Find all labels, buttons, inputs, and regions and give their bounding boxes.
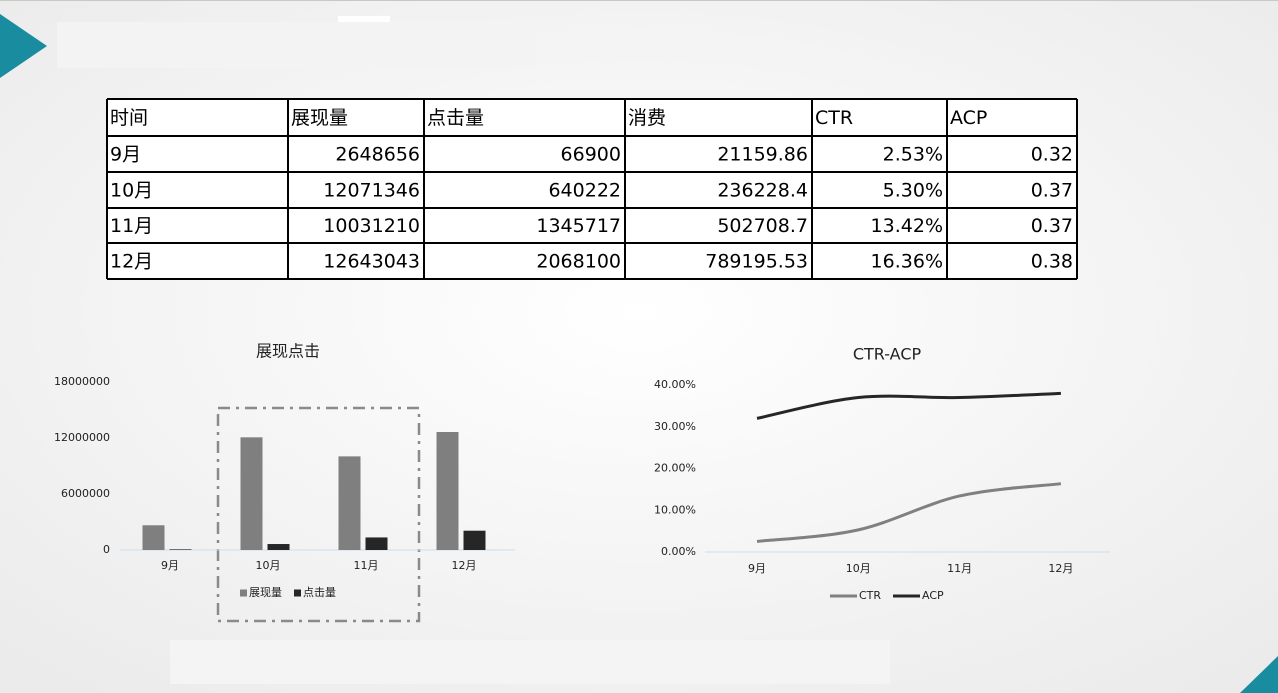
x-tick-label: 11月 (947, 562, 972, 575)
table-cell: 66900 (561, 144, 621, 166)
data-table: 时间 展现量 点击量 消费 CTR ACP 9月 2648656 66900 21159.86 2.… (106, 98, 1078, 280)
header-cell: 展现量 (291, 107, 348, 129)
bar (436, 431, 459, 550)
table-cell: 5.30% (883, 180, 943, 202)
y-tick-label: 18000000 (54, 375, 110, 388)
table-cell: 2068100 (536, 251, 621, 273)
title-placeholder (57, 22, 537, 68)
title-accent (338, 16, 390, 22)
charts: 展现点击 0 6000000 12000000 18000000 9月 10月 11月 12月展… (54, 342, 1110, 602)
legend-label: 展现量 (249, 586, 282, 599)
table-cell: 12月 (110, 251, 153, 273)
y-tick-label: 12000000 (54, 431, 110, 444)
y-tick-label: 10.00% (654, 503, 696, 516)
y-tick-label: 30.00% (654, 420, 696, 433)
bar (365, 537, 388, 550)
table-cell: 2648656 (335, 144, 420, 166)
table-cell: 789195.53 (705, 251, 808, 273)
table-cell: 0.32 (1031, 144, 1073, 166)
x-tick-label: 10月 (256, 559, 281, 572)
table-cell: 16.36% (871, 251, 943, 273)
table-cell: 502708.7 (717, 215, 808, 237)
x-tick-label: 9月 (748, 562, 766, 575)
bar (267, 544, 290, 550)
bar (142, 525, 165, 550)
chart-title: 展现点击 (256, 342, 320, 361)
line (756, 391, 1061, 420)
y-tick-label: 20.00% (654, 462, 696, 475)
bar (338, 456, 361, 550)
bar (240, 437, 263, 550)
y-tick-label: 0.00% (661, 545, 696, 558)
legend-swatch (240, 589, 247, 597)
table-cell: 0.37 (1031, 180, 1073, 202)
legend-label: 点击量 (303, 586, 336, 599)
table-cell: 0.37 (1031, 215, 1073, 237)
legend-swatch (294, 589, 301, 597)
corner-triangle (1240, 656, 1278, 693)
table-cell: 236228.4 (717, 180, 808, 202)
highlight-box (216, 406, 421, 623)
table-cell: 10月 (110, 180, 153, 202)
header-cell: 时间 (110, 107, 148, 129)
bar (169, 549, 192, 550)
x-tick-label: 11月 (354, 559, 379, 572)
table-cell: 10031210 (323, 215, 420, 237)
bar (463, 530, 486, 550)
header-cell: 消费 (628, 107, 666, 129)
header-cell: 点击量 (427, 107, 484, 129)
x-tick-label: 9月 (161, 559, 179, 572)
table-cell: 1345717 (536, 215, 621, 237)
header-cell: ACP (950, 107, 987, 129)
x-tick-label: 10月 (846, 562, 871, 575)
footer-placeholder (170, 640, 890, 684)
chart-title: CTR-ACP (853, 345, 922, 364)
table-cell: 12643043 (323, 251, 420, 273)
table-cell: 640222 (548, 180, 621, 202)
table-background (107, 99, 1077, 279)
table-cell: 9月 (110, 144, 141, 166)
x-tick-label: 12月 (452, 559, 477, 572)
table-cell: 12071346 (323, 180, 420, 202)
line (756, 482, 1062, 543)
y-tick-label: 6000000 (61, 487, 110, 500)
table-cell: 11月 (110, 215, 153, 237)
y-tick-label: 40.00% (654, 378, 696, 391)
x-tick-label: 12月 (1048, 562, 1073, 575)
title-arrow (0, 14, 47, 78)
table-cell: 21159.86 (717, 144, 808, 166)
table-cell: 13.42% (871, 215, 943, 237)
table-cell: 2.53% (883, 144, 943, 166)
header-cell: CTR (815, 107, 853, 129)
legend-label: CTR (859, 589, 881, 602)
table-cell: 0.38 (1031, 251, 1073, 273)
y-tick-label: 0 (103, 543, 110, 556)
legend-label: ACP (922, 589, 944, 602)
